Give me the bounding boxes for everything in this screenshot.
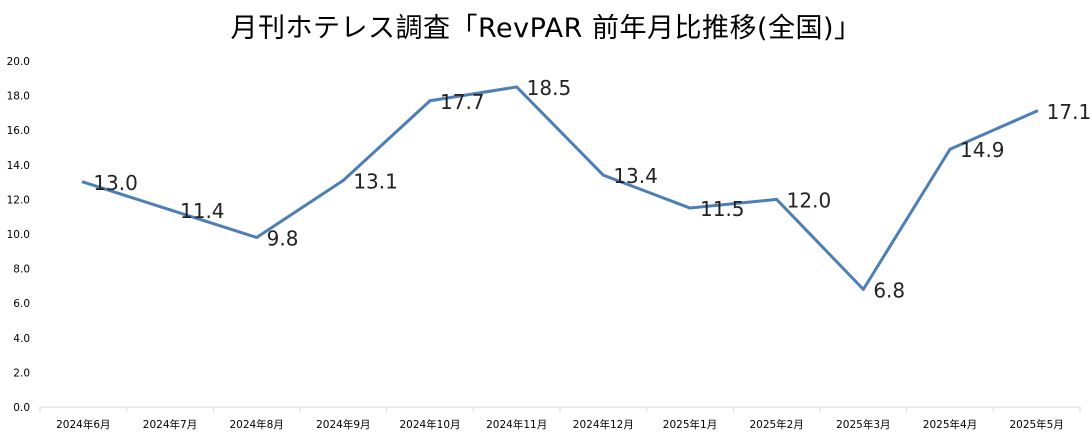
chart-title: 月刊ホテレス調査「RevPAR 前年月比推移(全国)」 [230, 13, 862, 44]
data-point [255, 235, 259, 239]
x-tick-label: 2025年5月 [1009, 418, 1063, 431]
data-label: 13.4 [613, 164, 658, 188]
y-tick-label: 14.0 [7, 160, 30, 172]
series-line [81, 85, 1039, 291]
data-point [601, 173, 605, 177]
y-tick-label: 16.0 [7, 125, 30, 137]
data-label: 18.5 [527, 76, 572, 100]
data-label: 9.8 [267, 226, 299, 250]
data-point [341, 178, 345, 182]
x-tick-label: 2025年1月 [663, 418, 717, 431]
x-axis-ticks: 2024年6月 2024年7月 2024年8月 2024年9月 2024年10月 2024… [39, 407, 1081, 431]
x-tick-label: 2024年12月 [573, 418, 634, 431]
data-point [168, 208, 172, 212]
x-tick-label: 2024年10月 [399, 418, 460, 431]
data-label: 14.9 [960, 138, 1005, 162]
data-point [775, 197, 779, 201]
x-tick-label: 2024年11月 [486, 418, 547, 431]
data-point [1035, 109, 1039, 113]
data-label: 6.8 [873, 278, 905, 302]
data-point [81, 180, 85, 184]
y-tick-label: 4.0 [13, 333, 30, 345]
x-tick-label: 2025年4月 [923, 418, 977, 431]
data-label: 11.4 [180, 199, 225, 223]
x-tick-label: 2024年6月 [56, 418, 110, 431]
y-tick-label: 10.0 [7, 229, 30, 241]
data-point [428, 99, 432, 103]
data-point [861, 287, 865, 291]
data-label: 11.5 [700, 197, 745, 221]
data-point [515, 85, 519, 89]
y-tick-label: 20.0 [7, 56, 30, 68]
y-axis-ticks: 0.0 2.0 4.0 6.0 8.0 10.0 12.0 14.0 16.0 18.0 20.0 [7, 56, 30, 414]
y-tick-label: 0.0 [13, 402, 30, 414]
y-tick-label: 8.0 [13, 264, 30, 276]
data-label: 13.0 [93, 171, 138, 195]
data-point [688, 206, 692, 210]
data-label: 17.7 [440, 90, 485, 114]
y-tick-label: 12.0 [7, 194, 30, 206]
data-labels: 13.0 11.4 9.8 13.1 17.7 18.5 13.4 11.5 12.0 6.8 14… [93, 76, 1091, 302]
data-point [948, 147, 952, 151]
x-tick-label: 2024年8月 [229, 418, 283, 431]
y-tick-label: 18.0 [7, 91, 30, 103]
data-label: 12.0 [787, 188, 832, 212]
x-tick-label: 2024年9月 [316, 418, 370, 431]
data-label: 17.1 [1047, 100, 1092, 124]
x-tick-label: 2025年2月 [749, 418, 803, 431]
x-tick-label: 2025年3月 [836, 418, 890, 431]
y-tick-label: 6.0 [13, 298, 30, 310]
x-tick-label: 2024年7月 [143, 418, 197, 431]
y-tick-label: 2.0 [13, 367, 30, 379]
data-label: 13.1 [353, 169, 398, 193]
series-layer [81, 85, 1039, 291]
